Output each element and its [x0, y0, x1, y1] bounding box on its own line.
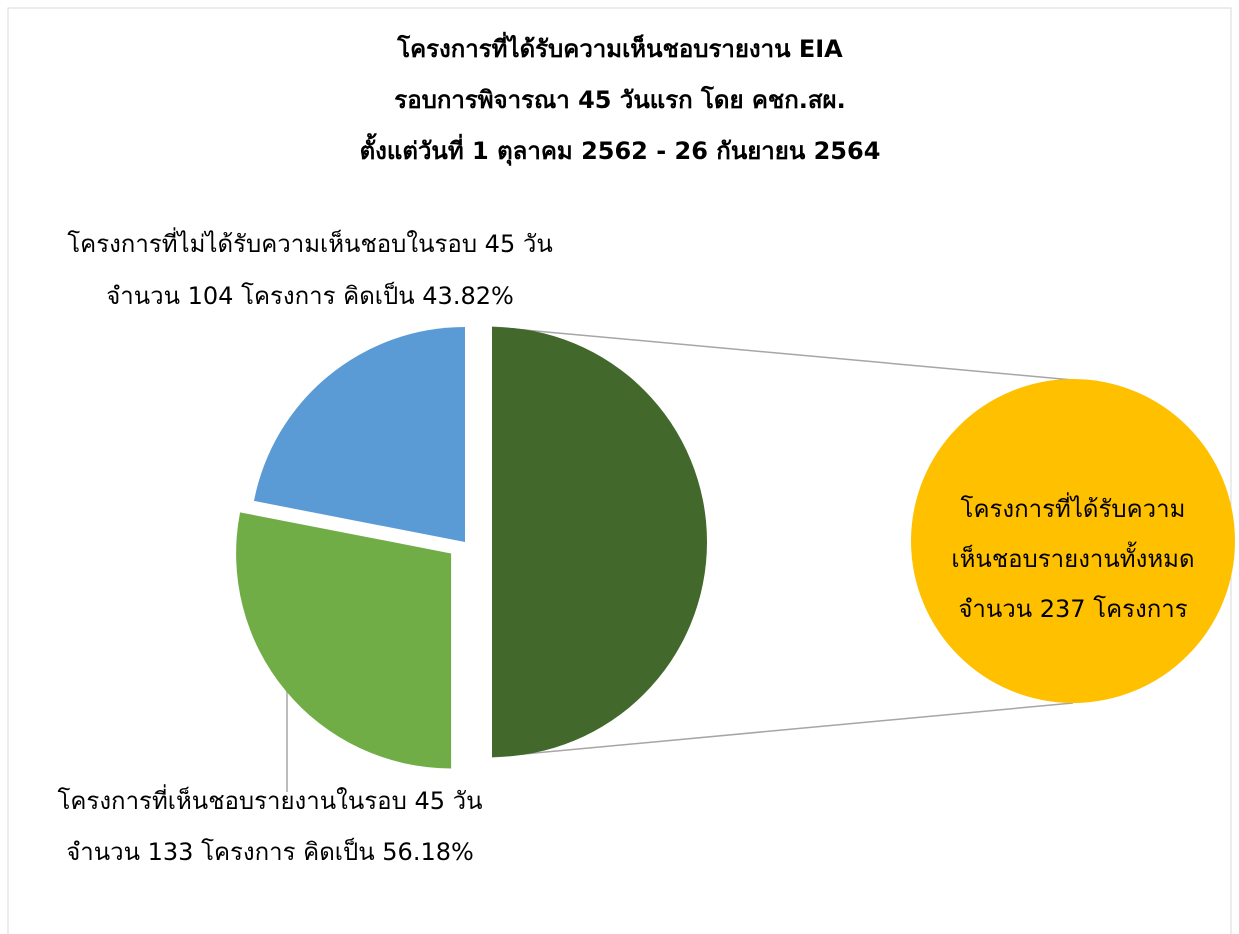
chart-title: โครงการที่ได้รับความเห็นชอบรายงาน EIA — [396, 31, 843, 63]
data-label: จำนวน 104 โครงการ คิดเป็น 43.82% — [106, 281, 514, 310]
pie-slice — [253, 327, 465, 542]
data-label: เห็นชอบรายงานทั้งหมด — [951, 541, 1194, 573]
connector-line — [491, 702, 1074, 758]
data-label: จำนวน 237 โครงการ — [958, 595, 1187, 623]
data-label: โครงการที่ไม่ได้รับความเห็นชอบในรอบ 45 ว… — [67, 227, 552, 258]
data-label: โครงการที่ได้รับความ — [961, 492, 1186, 523]
pie-slice — [236, 512, 452, 769]
data-label: โครงการที่เห็นชอบรายงานในรอบ 45 วัน — [57, 784, 482, 815]
connector-line — [491, 326, 1074, 381]
pie-slice — [492, 327, 707, 757]
chart-title: ตั้งแต่วันที่ 1 ตุลาคม 2562 - 26 กันยายน… — [360, 132, 881, 167]
secondary-pie — [911, 379, 1235, 703]
chart-title: รอบการพิจารณา 45 วันแรก โดย คชก.สผ. — [394, 85, 845, 114]
data-label: จำนวน 133 โครงการ คิดเป็น 56.18% — [66, 837, 474, 866]
